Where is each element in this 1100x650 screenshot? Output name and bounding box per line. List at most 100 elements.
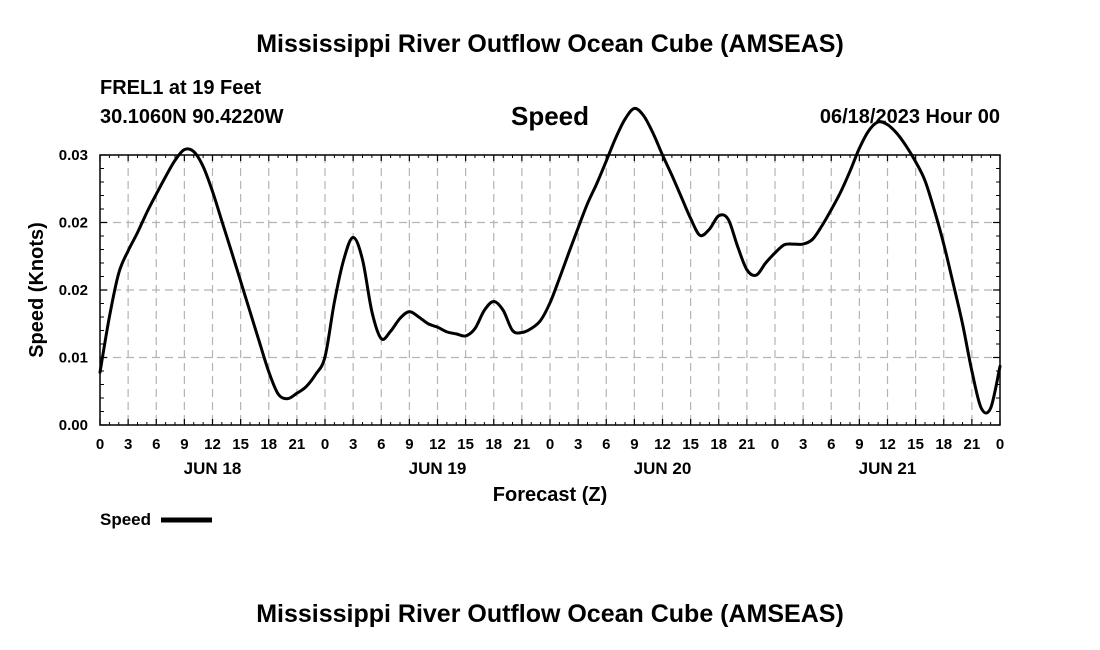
data-point xyxy=(793,243,795,245)
data-point xyxy=(971,370,973,372)
x-tick-label: 18 xyxy=(710,436,727,453)
data-point xyxy=(474,327,476,330)
x-tick-label: 0 xyxy=(321,436,329,453)
data-point xyxy=(286,398,289,400)
data-point xyxy=(380,338,382,340)
data-point xyxy=(221,220,223,222)
data-point xyxy=(305,385,307,388)
x-tick-label: 12 xyxy=(879,436,896,453)
day-label: JUN 18 xyxy=(184,459,242,478)
data-point xyxy=(943,243,945,245)
x-tick-label: 9 xyxy=(630,436,638,453)
data-point xyxy=(315,373,317,375)
x-tick-label: 15 xyxy=(682,436,699,453)
x-tick-label: 3 xyxy=(799,436,807,453)
x-tick-label: 0 xyxy=(771,436,779,453)
data-point xyxy=(586,203,589,205)
x-tick-label: 0 xyxy=(96,436,104,453)
forecast-datetime: 06/18/2023 Hour 00 xyxy=(819,106,1000,128)
x-tick-label: 9 xyxy=(405,436,413,453)
data-point xyxy=(933,209,935,211)
data-point xyxy=(249,311,251,313)
data-point xyxy=(708,228,710,230)
x-tick-label: 6 xyxy=(377,436,385,453)
y-axis-title: Speed (Knots) xyxy=(26,222,48,358)
x-tick-label: 21 xyxy=(964,436,981,453)
data-point xyxy=(858,147,860,149)
data-point xyxy=(849,170,851,172)
data-point xyxy=(802,243,804,245)
data-point xyxy=(718,215,720,217)
plot-frame xyxy=(99,154,1001,426)
data-point xyxy=(361,259,364,261)
data-point xyxy=(596,182,598,184)
data-point xyxy=(165,176,167,178)
data-point xyxy=(680,196,682,198)
station-coordinates: 30.1060N 90.4220W xyxy=(100,106,284,128)
data-point xyxy=(390,330,392,332)
data-point xyxy=(399,317,401,319)
data-point xyxy=(699,234,701,236)
data-point xyxy=(446,331,448,333)
chart-title: Speed xyxy=(510,101,590,131)
data-point xyxy=(961,323,964,325)
x-tick-label: 15 xyxy=(457,436,474,453)
tick-layer: 0 3 6 9 12 15 18 21 0 3 6 9 12 15 18 21 0 3 6 9 12 15 18 21 0 3 6 9… xyxy=(59,147,1004,478)
data-point xyxy=(493,300,495,303)
x-tick-label: 0 xyxy=(996,436,1004,453)
data-point xyxy=(896,132,898,134)
legend: Speed xyxy=(100,510,212,529)
x-tick-label: 12 xyxy=(429,436,446,453)
data-point xyxy=(521,331,523,334)
data-point xyxy=(633,107,635,110)
x-tick-label: 3 xyxy=(574,436,582,453)
x-tick-label: 0 xyxy=(546,436,554,453)
data-point xyxy=(146,211,148,213)
data-point xyxy=(615,137,617,139)
data-point xyxy=(868,130,870,132)
data-point xyxy=(690,217,692,220)
x-tick-label: 9 xyxy=(855,436,863,453)
x-tick-label: 18 xyxy=(935,436,952,453)
data-point xyxy=(727,218,729,220)
data-point xyxy=(118,272,120,274)
data-point xyxy=(840,191,842,193)
data-point xyxy=(371,311,373,313)
y-tick-label: 0.02 xyxy=(59,215,88,232)
data-point xyxy=(352,236,354,238)
y-tick-label: 0.00 xyxy=(59,417,88,434)
data-point xyxy=(418,316,420,318)
data-point xyxy=(296,392,298,394)
x-tick-label: 3 xyxy=(349,436,357,453)
data-point xyxy=(990,407,992,409)
data-point xyxy=(924,180,926,182)
x-tick-label: 12 xyxy=(204,436,221,453)
x-tick-label: 21 xyxy=(514,436,531,453)
grid-layer xyxy=(100,155,1000,425)
data-point xyxy=(483,309,485,311)
x-tick-label: 18 xyxy=(485,436,502,453)
x-tick-label: 18 xyxy=(260,436,277,453)
data-point xyxy=(605,160,607,162)
day-label: JUN 20 xyxy=(634,459,692,478)
data-point xyxy=(211,190,214,193)
data-point xyxy=(568,252,570,254)
data-point xyxy=(736,245,739,247)
data-point xyxy=(427,323,429,325)
data-point xyxy=(324,356,326,358)
data-point xyxy=(558,277,560,280)
data-point xyxy=(240,280,242,282)
data-point xyxy=(277,393,279,395)
data-point xyxy=(577,227,579,229)
x-tick-label: 12 xyxy=(654,436,671,453)
data-point xyxy=(183,149,185,151)
data-point xyxy=(643,115,645,117)
data-point xyxy=(821,225,823,227)
data-point xyxy=(877,121,879,123)
data-point xyxy=(774,252,776,254)
y-tick-label: 0.01 xyxy=(59,350,88,367)
x-tick-label: 21 xyxy=(739,436,756,453)
data-point xyxy=(886,124,889,126)
station-label: FREL1 at 19 Feet xyxy=(100,77,262,99)
data-point xyxy=(455,333,457,335)
